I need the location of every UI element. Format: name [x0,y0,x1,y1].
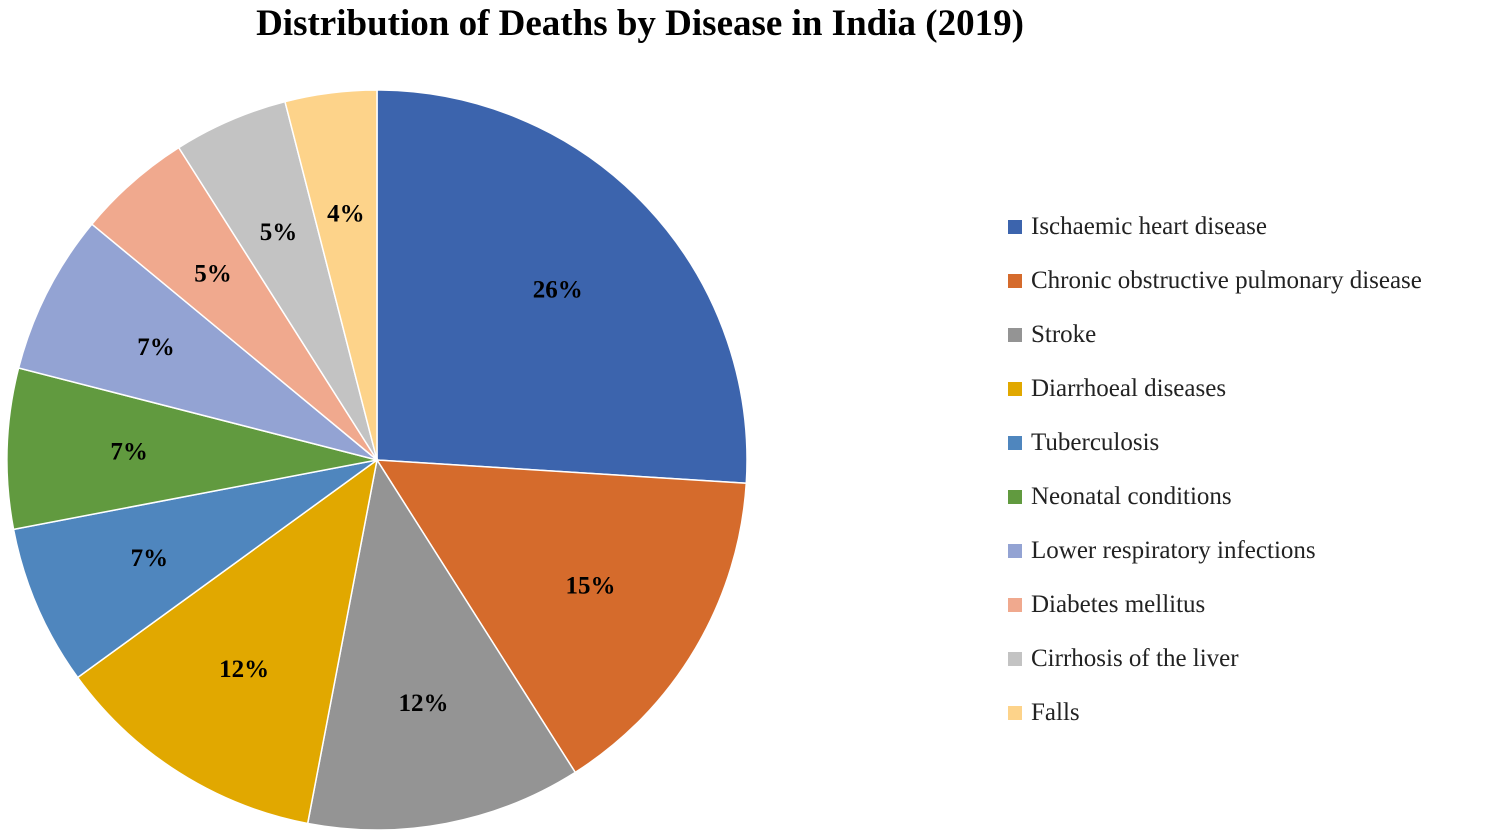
legend-swatch [1008,652,1022,666]
legend-item-tuberculosis: Tuberculosis [1008,416,1422,470]
legend-label: Tuberculosis [1031,429,1160,456]
legend-swatch [1008,274,1022,288]
legend-swatch [1008,220,1022,234]
legend-item-cirrhosis-of-the-liver: Cirrhosis of the liver [1008,632,1422,686]
legend-swatch [1008,490,1022,504]
legend-item-diabetes-mellitus: Diabetes mellitus [1008,578,1422,632]
slice-label-diarrhoeal-diseases: 12% [219,656,269,683]
legend-item-lower-respiratory-infections: Lower respiratory infections [1008,524,1422,578]
pie-slice-diarrhoeal-diseases [76,458,379,825]
pie-slice-ischaemic-heart-disease [376,89,748,485]
slice-label-falls: 4% [327,200,365,227]
legend-label: Lower respiratory infections [1031,537,1316,564]
slice-label-cirrhosis-of-the-liver: 5% [260,219,298,246]
slice-label-ischaemic-heart-disease: 26% [533,277,583,304]
legend: Ischaemic heart disease Chronic obstructi… [1008,200,1422,740]
pie-slice-falls [284,89,378,461]
legend-item-falls: Falls [1008,686,1422,740]
legend-swatch [1008,544,1022,558]
pie-slice-neonatal-conditions [6,367,378,531]
legend-label: Neonatal conditions [1031,483,1232,510]
legend-item-neonatal-conditions: Neonatal conditions [1008,470,1422,524]
legend-label: Diarrhoeal diseases [1031,375,1227,402]
legend-item-ischaemic-heart-disease: Ischaemic heart disease [1008,200,1422,254]
slice-label-diabetes-mellitus: 5% [194,260,232,287]
legend-item-chronic-obstructive-pulmonary-disease: Chronic obstructive pulmonary disease [1008,254,1422,308]
legend-label: Diabetes mellitus [1031,591,1206,618]
legend-label: Stroke [1031,321,1097,348]
legend-swatch [1008,382,1022,396]
pie-chart: 26% 15% 12% 12% 7% 7% 7% 5% 5% 4% [6,89,748,831]
legend-swatch [1008,436,1022,450]
legend-item-diarrhoeal-diseases: Diarrhoeal diseases [1008,362,1422,416]
chart-title: Distribution of Deaths by Disease in Ind… [256,3,1024,44]
slice-label-chronic-obstructive-pulmonary-disease: 15% [565,573,615,600]
pie-slice-lower-respiratory-infections [17,223,378,461]
legend-label: Falls [1031,699,1080,726]
slice-label-neonatal-conditions: 7% [110,439,148,466]
legend-label: Cirrhosis of the liver [1031,645,1239,672]
legend-swatch [1008,598,1022,612]
pie-slice-chronic-obstructive-pulmonary-disease [375,459,748,774]
pie-slice-tuberculosis [12,459,378,679]
slice-label-lower-respiratory-infections: 7% [137,334,175,361]
slice-label-stroke: 12% [398,690,448,717]
legend-swatch [1008,328,1022,342]
legend-label: Ischaemic heart disease [1031,213,1267,240]
pie-slice-stroke [306,457,577,831]
legend-item-stroke: Stroke [1008,308,1422,362]
slice-label-tuberculosis: 7% [131,545,169,572]
legend-label: Chronic obstructive pulmonary disease [1031,267,1422,294]
legend-swatch [1008,706,1022,720]
